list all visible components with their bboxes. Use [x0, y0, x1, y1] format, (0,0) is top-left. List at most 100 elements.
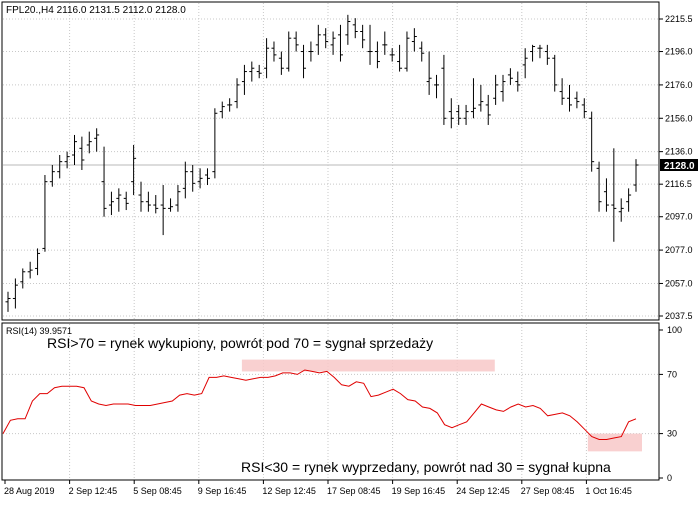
ohlc-bar: [190, 164, 196, 192]
current-price-label: 2128.0: [664, 161, 695, 172]
ohlc-bar: [345, 14, 351, 45]
ohlc-bar: [256, 64, 262, 79]
rsi-line: [2, 369, 637, 440]
price-panel[interactable]: [1, 1, 660, 321]
rsi-highlights: [241, 359, 642, 452]
ohlc-bar: [596, 161, 602, 212]
ohlc-bar: [507, 68, 513, 85]
ohlc-bar: [27, 261, 33, 279]
ohlc-bar: [419, 41, 425, 62]
ohlc-bar: [227, 98, 233, 112]
ohlc-bar: [382, 31, 388, 55]
ohlc-bar: [64, 151, 70, 169]
ohlc-bar: [567, 84, 573, 112]
ohlc-bar: [574, 91, 580, 109]
ohlc-bar: [20, 268, 26, 289]
ohlc-bar: [330, 31, 336, 55]
ohlc-bar: [57, 154, 63, 179]
ohlc-bar: [323, 28, 329, 49]
ohlc-bar: [537, 44, 543, 59]
ohlc-bar: [168, 198, 174, 212]
ohlc-bar: [434, 74, 440, 99]
rsi-tick-label: 100: [667, 325, 682, 335]
time-tick-label: 2 Sep 12:45: [69, 486, 118, 496]
ohlc-bar: [5, 291, 11, 312]
ohlc-bar: [515, 71, 521, 92]
price-bars: [5, 14, 639, 312]
ohlc-bar: [116, 188, 122, 212]
ohlc-bar: [219, 101, 225, 119]
ohlc-bar: [249, 61, 255, 82]
ohlc-bar: [49, 164, 55, 187]
ohlc-bar: [35, 248, 41, 276]
ohlc-bar: [337, 24, 343, 62]
ohlc-bar: [411, 28, 417, 52]
ohlc-bar: [581, 98, 587, 119]
price-grid: [3, 3, 658, 479]
price-tick-label: 2176.0: [665, 80, 693, 90]
price-tick-label: 2037.5: [665, 311, 693, 321]
ohlc-bar: [160, 185, 166, 236]
ohlc-bar: [500, 74, 506, 102]
ohlc-bar: [212, 108, 218, 179]
ohlc-bar: [286, 31, 292, 72]
time-tick-label: 5 Sep 08:45: [133, 486, 182, 496]
ohlc-bar: [301, 44, 307, 79]
time-axis: 28 Aug 2019 2 Sep 12:45 5 Sep 08:45 9 Sep 1…: [4, 480, 632, 496]
rsi-axis: 100 70 30 0: [659, 325, 682, 483]
rsi-tick-label: 70: [667, 369, 677, 379]
ohlc-bar: [108, 191, 114, 216]
rsi-highlight-zone: [241, 359, 495, 372]
ohlc-bar: [544, 44, 550, 65]
ohlc-bar: [138, 181, 144, 212]
ohlc-bar: [633, 159, 639, 192]
ohlc-bar: [71, 134, 77, 165]
price-tick-label: 2196.0: [665, 47, 693, 57]
ohlc-bar: [397, 44, 403, 72]
ohlc-bar: [530, 44, 536, 62]
ohlc-bar: [463, 104, 469, 125]
ohlc-bar: [374, 41, 380, 69]
rsi-panel[interactable]: [1, 322, 660, 481]
price-tick-label: 2077.0: [665, 245, 693, 255]
rsi-tick-label: 30: [667, 429, 677, 439]
ohlc-bar: [197, 168, 203, 189]
rsi-tick-label: 0: [667, 473, 672, 483]
ohlc-bar: [404, 31, 410, 72]
rsi-highlight-zone: [587, 433, 642, 452]
ohlc-bar: [552, 54, 558, 92]
price-tick-label: 2156.0: [665, 113, 693, 123]
time-tick-label: 9 Sep 16:45: [198, 486, 247, 496]
ohlc-bar: [204, 168, 210, 186]
price-axis: 2215.5 2196.0 2176.0 2156.0 2136.0 2116.5 2097…: [659, 14, 693, 321]
price-tick-label: 2057.0: [665, 278, 693, 288]
ohlc-bar: [234, 78, 240, 109]
ohlc-bar: [493, 74, 499, 105]
ohlc-bar: [626, 188, 632, 212]
ohlc-bar: [441, 54, 447, 125]
ohlc-bar: [101, 146, 107, 217]
ohlc-bar: [241, 64, 247, 95]
ohlc-bar: [611, 148, 617, 242]
ohlc-bar: [293, 31, 299, 52]
ohlc-bar: [153, 195, 159, 214]
ohlc-bar: [308, 41, 314, 62]
ohlc-bar: [79, 136, 85, 171]
ohlc-bar: [352, 18, 358, 39]
ohlc-bar: [94, 128, 100, 152]
ohlc-bar: [589, 111, 595, 172]
ohlc-bar: [456, 104, 462, 125]
ohlc-bar: [315, 24, 321, 55]
ohlc-bar: [271, 41, 277, 62]
ohlc-bar: [367, 24, 373, 65]
ohlc-bar: [603, 178, 609, 212]
ohlc-bar: [182, 161, 188, 199]
ohlc-bar: [426, 51, 432, 95]
time-tick-label: 28 Aug 2019: [4, 486, 55, 496]
time-tick-label: 12 Sep 12:45: [262, 486, 316, 496]
time-tick-label: 17 Sep 08:45: [327, 486, 381, 496]
price-tick-label: 2136.0: [665, 147, 693, 157]
ohlc-bar: [389, 48, 395, 62]
